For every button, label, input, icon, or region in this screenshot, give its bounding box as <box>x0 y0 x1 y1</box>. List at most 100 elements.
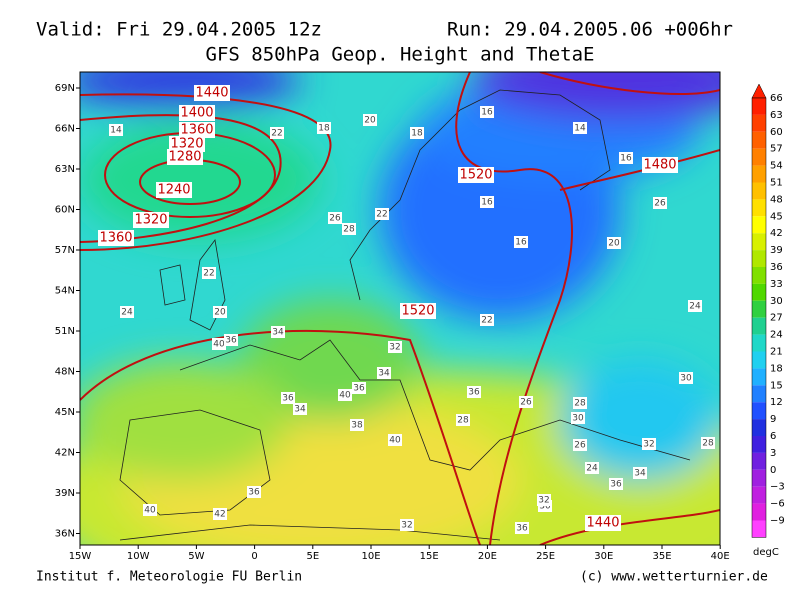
theta-label-box <box>480 314 494 326</box>
height-label-box <box>98 230 134 246</box>
colorbar-label: 57 <box>770 144 783 155</box>
lat-label: 51N <box>55 326 75 337</box>
colorbar-label: 63 <box>770 110 783 121</box>
colorbar-label: 15 <box>770 380 783 391</box>
colorbar-label: 45 <box>770 211 783 222</box>
colorbar-swatch <box>752 233 766 251</box>
height-label: 1400 <box>180 106 213 121</box>
theta-label: 20 <box>608 239 620 249</box>
theta-label: 16 <box>515 238 527 248</box>
theta-label: 36 <box>248 488 260 498</box>
height-label: 1360 <box>180 123 213 138</box>
lat-label: 42N <box>55 448 75 459</box>
theta-label-box <box>293 403 307 415</box>
height-label-box <box>179 122 215 138</box>
theta-label: 32 <box>643 440 654 450</box>
theta-label-box <box>515 522 529 534</box>
height-label: 1360 <box>99 231 132 246</box>
theta-label: 18 <box>318 124 330 134</box>
theta-label: 32 <box>401 521 412 531</box>
colorbar-swatch <box>752 283 766 301</box>
colorbar-label: 66 <box>770 93 783 104</box>
lon-label: 30E <box>594 551 613 562</box>
lon-label: 5W <box>188 551 204 562</box>
lat-label: 60N <box>55 205 75 216</box>
colorbar-top-arrow <box>751 83 767 99</box>
theta-label-box <box>679 372 693 384</box>
theta-label: 36 <box>282 394 294 404</box>
theta-label: 22 <box>481 316 492 326</box>
colorbar-swatch <box>752 436 766 453</box>
colorbar-label: 9 <box>770 414 776 425</box>
theta-label-box <box>213 306 227 318</box>
colorbar-swatch <box>752 452 766 470</box>
colorbar-swatch <box>752 486 766 504</box>
map-frame <box>79 71 721 546</box>
colorbar-swatch <box>752 385 766 403</box>
colorbar-swatch <box>752 199 766 217</box>
theta-label: 26 <box>574 441 586 451</box>
run-time: Run: 29.04.2005.06 +006hr <box>447 19 733 41</box>
colorbar-swatch <box>752 402 766 420</box>
theta-label-box <box>410 127 424 139</box>
colorbar-label: −3 <box>770 482 785 493</box>
theta-label: 30 <box>572 414 584 424</box>
theta-label-box <box>213 508 227 520</box>
lat-label: 66N <box>55 124 75 135</box>
theta-label-box <box>514 236 528 248</box>
theta-label: 32 <box>389 343 400 353</box>
theta-label-box <box>350 419 364 431</box>
theta-label-box <box>388 434 402 446</box>
theta-label: 34 <box>294 405 306 415</box>
theta-label-box <box>480 106 494 118</box>
colorbar-swatch <box>752 216 766 234</box>
colorbar-swatch <box>752 131 766 149</box>
colorbar-label: 39 <box>770 245 783 256</box>
theta-label-box <box>109 124 123 136</box>
theta-label: 16 <box>481 198 493 208</box>
height-label: 1480 <box>643 158 676 173</box>
lon-label: 0 <box>251 551 257 562</box>
colorbar-swatch <box>752 98 766 115</box>
theta-label-box <box>271 326 285 338</box>
height-label: 1320 <box>170 137 203 152</box>
theta-label-box <box>375 208 389 220</box>
theta-label-box <box>519 396 533 408</box>
colorbar-swatch <box>752 469 766 487</box>
lon-label: 15W <box>69 551 92 562</box>
lon-label: 20E <box>478 551 497 562</box>
theta-label-box <box>377 367 391 379</box>
colorbar-swatch <box>752 165 766 183</box>
theta-label: 16 <box>620 154 632 164</box>
theta-label-box <box>456 414 470 426</box>
height-label-box <box>167 149 203 165</box>
lat-label: 36N <box>55 529 75 540</box>
height-label-box <box>179 105 215 121</box>
colorbar-label: −6 <box>770 499 785 510</box>
colorbar-label: 21 <box>770 347 783 358</box>
theta-label-box <box>573 397 587 409</box>
footer-right: (c) www.wetterturnier.de <box>580 570 768 585</box>
colorbar-label: 54 <box>770 161 783 172</box>
colorbar-label: 42 <box>770 228 783 239</box>
theta-label-box <box>537 494 551 506</box>
theta-label-box <box>338 389 352 401</box>
height-label-box <box>585 515 621 531</box>
theta-label: 28 <box>702 439 714 449</box>
height-label: 1320 <box>134 213 167 228</box>
theta-label-box <box>480 196 494 208</box>
height-label-box <box>642 157 678 173</box>
lon-label: 35E <box>652 551 671 562</box>
theta-label-box <box>352 382 366 394</box>
colorbar-label: 18 <box>770 363 783 374</box>
lon-label: 25E <box>536 551 555 562</box>
lat-label: 69N <box>55 83 75 94</box>
theta-label-box <box>120 306 134 318</box>
lat-label: 57N <box>55 245 75 256</box>
theta-label-box <box>328 212 342 224</box>
colorbar-swatch <box>752 300 766 318</box>
theta-label: 24 <box>586 464 598 474</box>
theta-label: 40 <box>339 391 351 401</box>
theta-label-box <box>653 197 667 209</box>
theta-label: 14 <box>110 126 122 136</box>
